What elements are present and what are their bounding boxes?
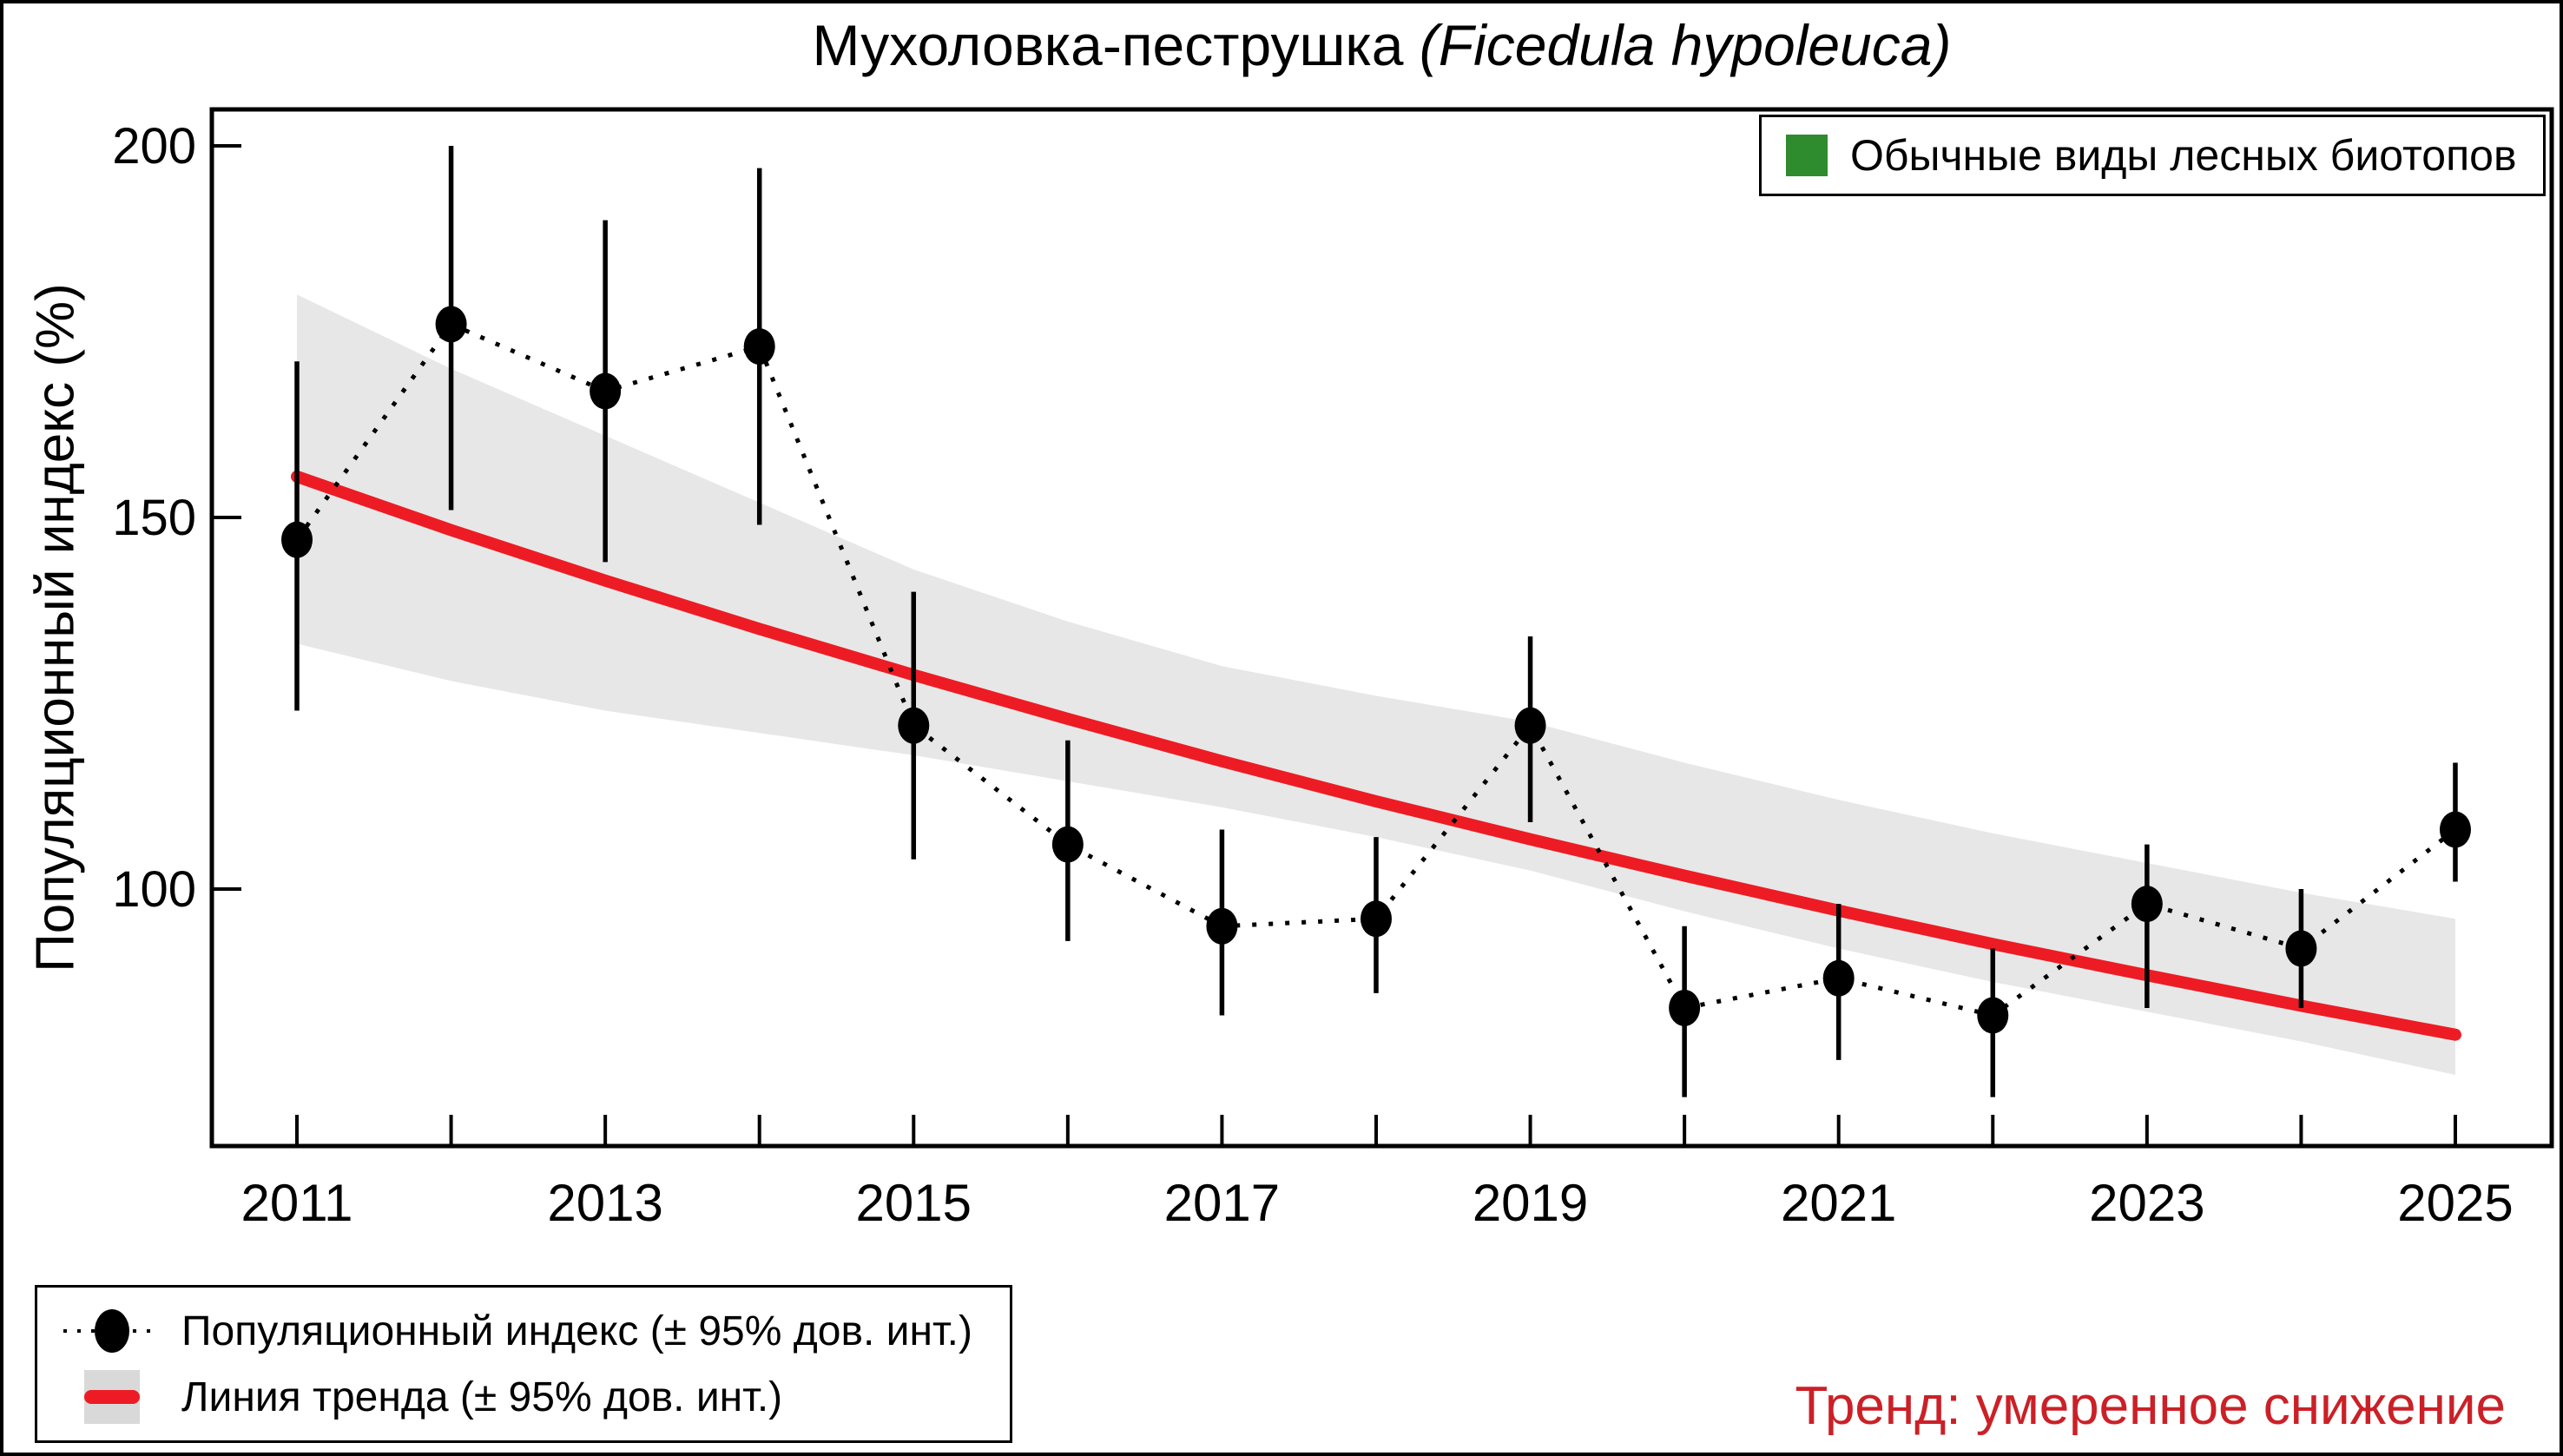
y-tick-label-200: 200 bbox=[112, 118, 196, 175]
legend-row-index: Популяционный индекс (± 95% дов. инт.) bbox=[60, 1302, 1010, 1360]
trend-confidence-band bbox=[297, 294, 2455, 1075]
data-point-2019 bbox=[1514, 707, 1546, 744]
plot-area: 200 150 100 2011 2013 2015 2017 2019 2021 2023 202… bbox=[112, 107, 2554, 1232]
x-tick-label-2013: 2013 bbox=[547, 1174, 662, 1232]
trend-series-marker-icon bbox=[84, 1370, 140, 1424]
trend-assessment-note: Тренд: умеренное снижение bbox=[1795, 1376, 2506, 1436]
data-point-2011 bbox=[281, 521, 313, 558]
data-point-2025 bbox=[2439, 811, 2471, 848]
chart-title: Мухоловка-пеструшка (Ficedula hypoleuca) bbox=[212, 12, 2552, 78]
data-point-2013 bbox=[590, 372, 622, 410]
data-point-2017 bbox=[1206, 907, 1238, 945]
data-point-2012 bbox=[435, 306, 467, 343]
x-tick-label-2019: 2019 bbox=[1473, 1174, 1588, 1232]
trend-line bbox=[291, 470, 2461, 1041]
data-point-2018 bbox=[1360, 900, 1392, 938]
data-point-2015 bbox=[898, 707, 930, 744]
legend-row-trend: Линия тренда (± 95% дов. инт.) bbox=[60, 1368, 1010, 1426]
x-tick-label-2011: 2011 bbox=[240, 1174, 352, 1232]
y-tick-label-100: 100 bbox=[112, 861, 196, 918]
legend-index-label: Популяционный индекс (± 95% дов. инт.) bbox=[181, 1308, 972, 1354]
species-group-legend: Обычные виды лесных биотопов bbox=[1759, 115, 2546, 196]
x-tick-label-2015: 2015 bbox=[856, 1174, 972, 1232]
x-tick-label-2023: 2023 bbox=[2089, 1174, 2204, 1232]
index-series-marker-icon bbox=[63, 1309, 161, 1353]
data-point-2016 bbox=[1051, 826, 1084, 863]
chart-title-latin-name: (Ficedula hypoleuca) bbox=[1419, 13, 1952, 77]
series-legend: Популяционный индекс (± 95% дов. инт.) Л… bbox=[35, 1285, 1012, 1443]
species-group-label: Обычные виды лесных биотопов bbox=[1850, 131, 2517, 180]
data-point-2022 bbox=[1977, 997, 2009, 1034]
data-point-2021 bbox=[1822, 959, 1855, 997]
species-group-swatch-icon bbox=[1786, 135, 1828, 176]
data-point-2024 bbox=[2285, 930, 2317, 967]
data-point-2014 bbox=[743, 328, 775, 366]
x-tick-label-2021: 2021 bbox=[1781, 1174, 1896, 1232]
x-tick-label-2025: 2025 bbox=[2397, 1174, 2513, 1232]
plot-frame bbox=[209, 107, 2554, 1149]
y-tick-label-150: 150 bbox=[112, 490, 196, 546]
x-tick-label-2017: 2017 bbox=[1164, 1174, 1280, 1232]
data-point-2023 bbox=[2131, 886, 2163, 923]
data-point-2020 bbox=[1669, 989, 1701, 1026]
legend-trend-label: Линия тренда (± 95% дов. инт.) bbox=[181, 1374, 783, 1420]
chart-title-common-name: Мухоловка-пеструшка bbox=[812, 13, 1404, 77]
